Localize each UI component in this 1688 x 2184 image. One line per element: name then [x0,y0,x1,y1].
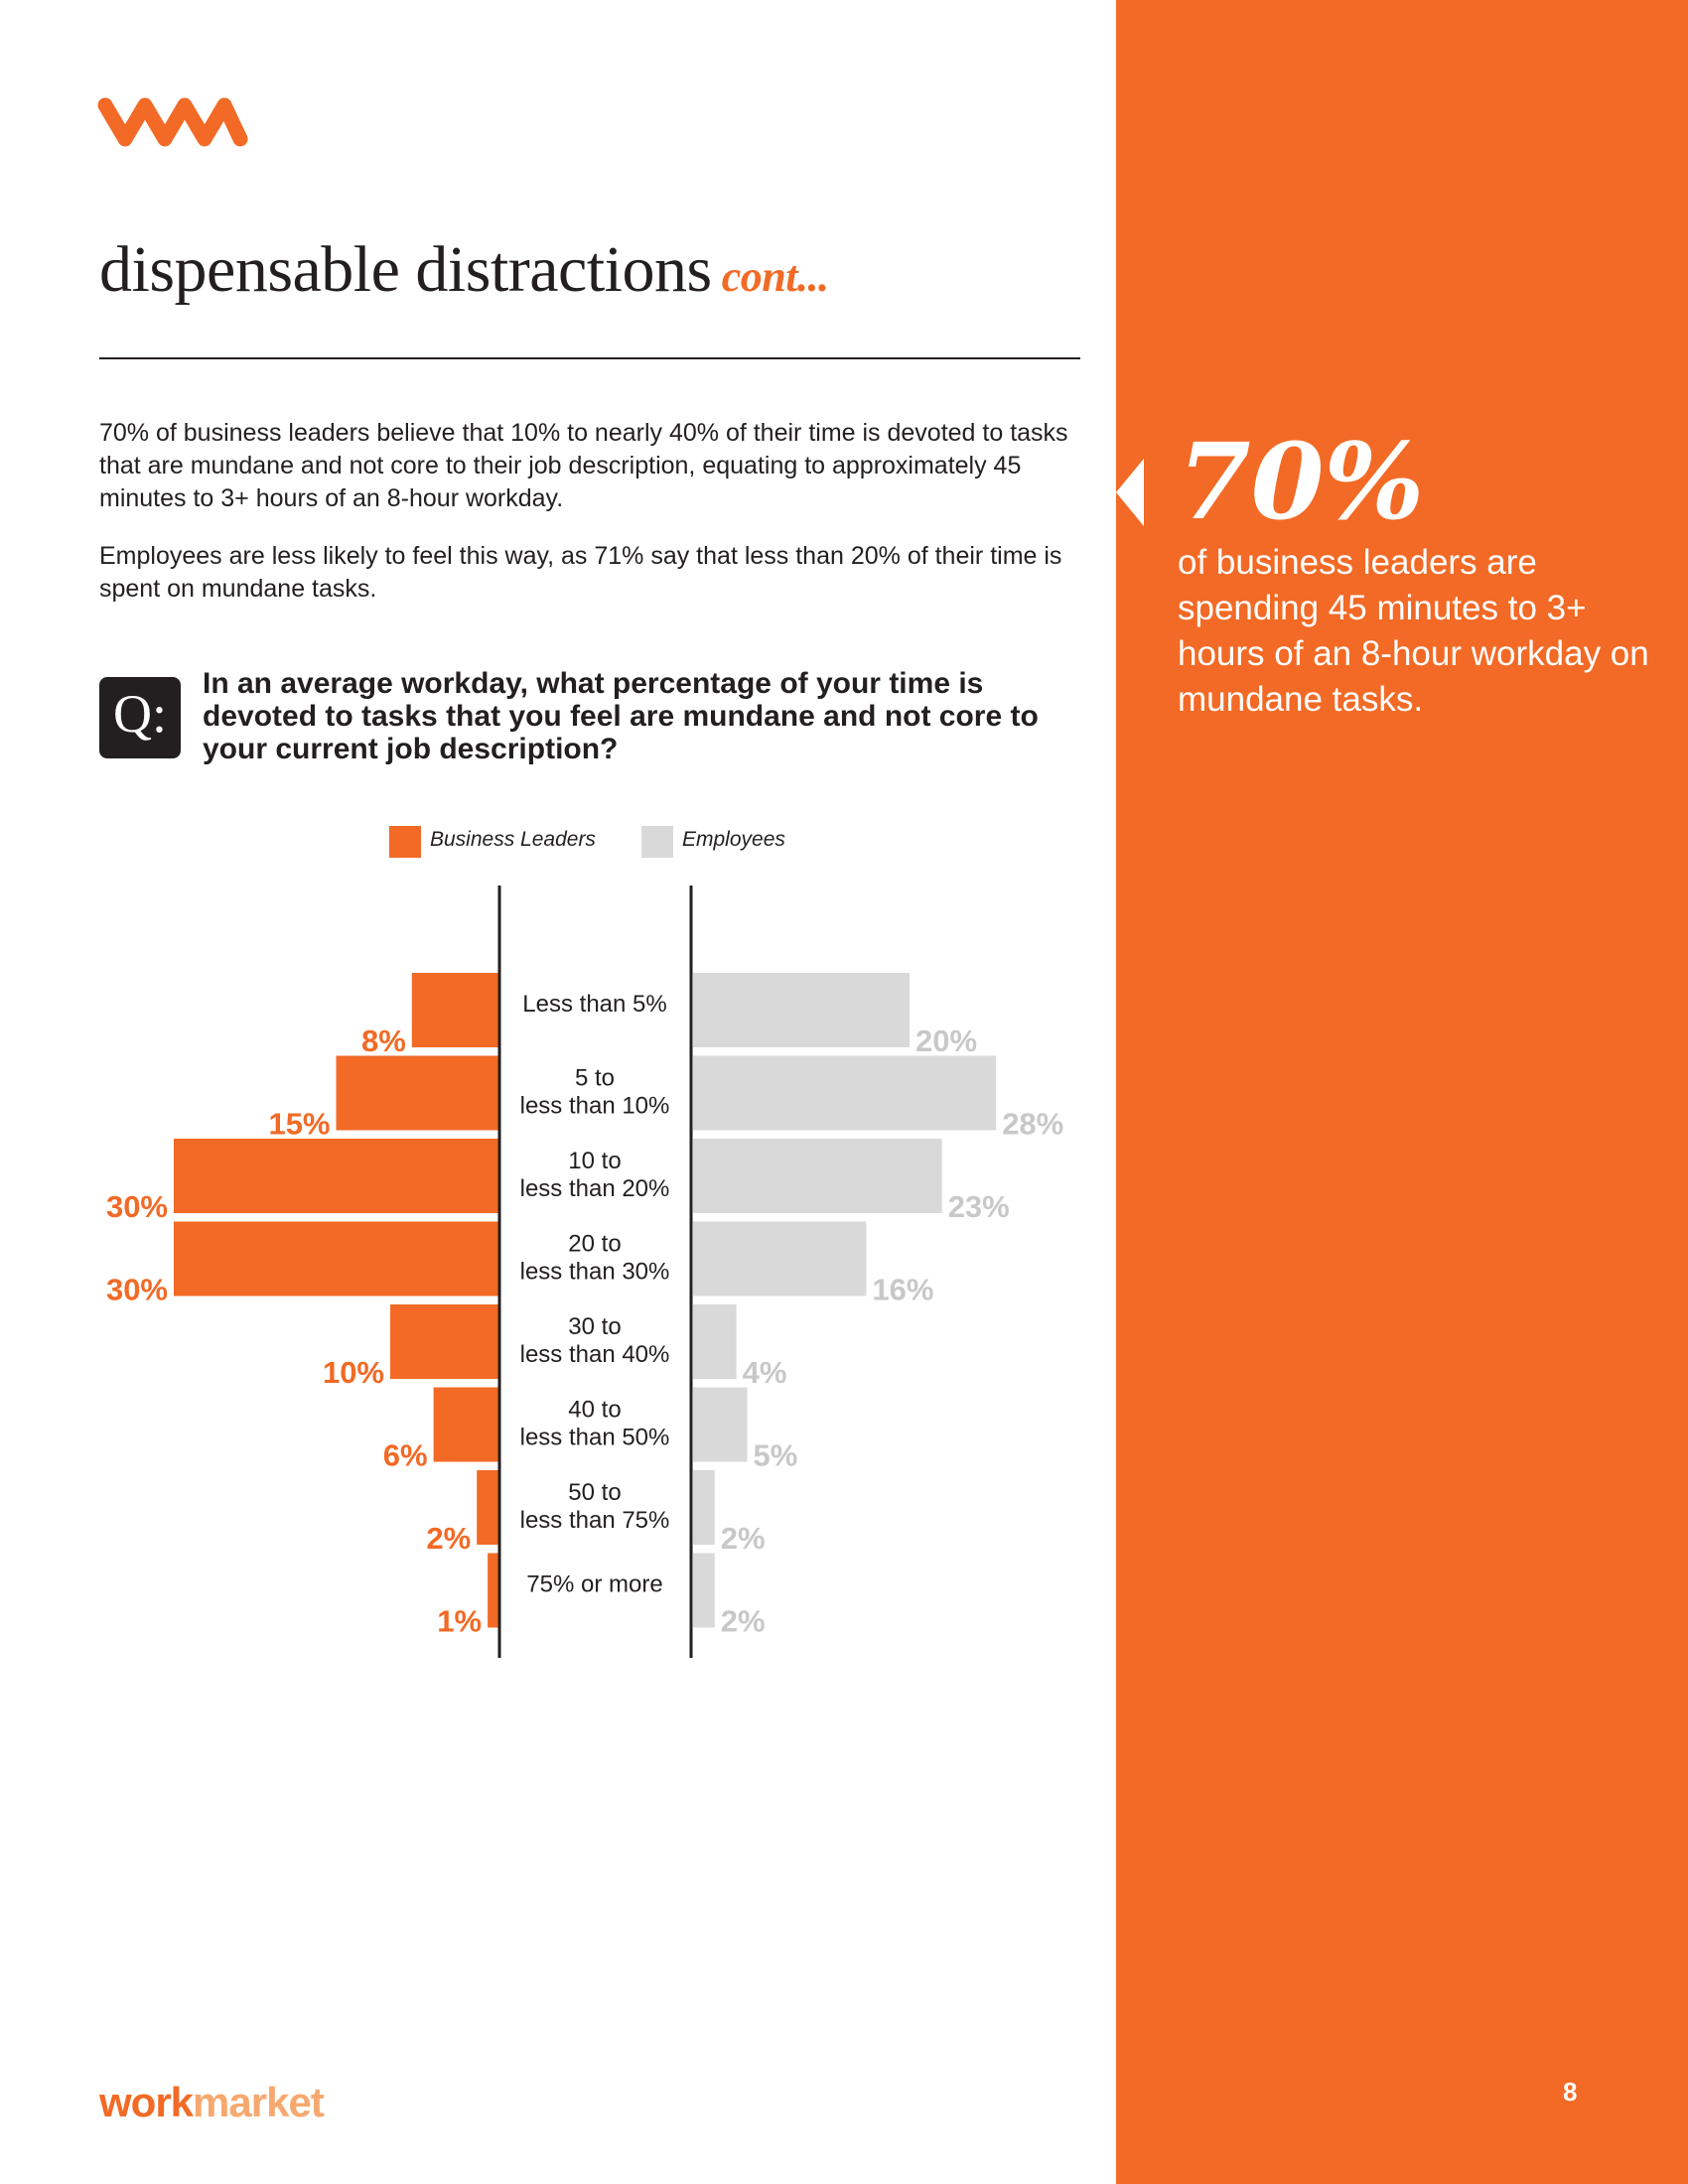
data-label-business-leaders: 2% [426,1521,471,1556]
bar-employees [693,1221,867,1297]
footer-brand-market: market [193,2079,325,2125]
legend-swatch-business-leaders [389,826,421,858]
category-label: 20 to [568,1231,621,1258]
bar-business-leaders [174,1221,498,1297]
footer-brand-logo: workmarket [99,2079,325,2126]
callout-text: of business leaders are spending 45 minu… [1178,543,1649,719]
question-badge-text: Q: [113,684,167,744]
data-label-employees: 16% [872,1273,933,1307]
bar-business-leaders [488,1553,498,1628]
bar-employees [693,1553,715,1628]
category-label: 5 to [575,1065,615,1092]
bar-employees [693,1387,748,1462]
data-label-business-leaders: 8% [361,1024,406,1058]
category-label: less than 10% [520,1093,670,1120]
data-label-business-leaders: 30% [106,1189,168,1224]
category-label: 10 to [568,1148,621,1174]
legend-label-business-leaders: Business Leaders [430,828,596,851]
callout-stat: 70% [1178,419,1425,543]
title-divider [99,357,1080,359]
question-text: In an average workday, what percentage o… [203,667,1039,765]
category-label: 75% or more [526,1571,662,1598]
bar-business-leaders [336,1055,498,1131]
data-label-employees: 20% [915,1024,977,1058]
bar-employees [693,973,910,1047]
data-label-business-leaders: 30% [106,1273,168,1307]
category-label: 40 to [568,1397,621,1424]
category-label: Less than 5% [522,991,666,1018]
data-label-employees: 2% [721,1521,766,1556]
category-label: less than 40% [520,1341,670,1368]
category-label: 50 to [568,1479,621,1506]
category-label: less than 75% [520,1507,670,1534]
bar-employees [693,1139,942,1213]
wm-logo-icon [97,97,248,147]
data-label-business-leaders: 6% [383,1438,428,1473]
category-label: less than 20% [520,1175,670,1202]
category-label: less than 50% [520,1425,670,1451]
data-label-employees: 5% [754,1438,798,1473]
footer-brand-work: work [99,2079,194,2125]
legend-label-employees: Employees [682,828,785,851]
question-badge: Q: [99,677,181,758]
data-label-employees: 23% [948,1189,1010,1224]
category-label: less than 30% [520,1259,670,1286]
data-label-business-leaders: 15% [268,1107,330,1142]
bar-employees [693,1055,997,1131]
page-title-suffix: cont... [721,252,829,301]
callout-arrow-icon [1116,459,1144,526]
bar-business-leaders [433,1387,498,1462]
orange-sidebar [1116,0,1688,2184]
body-paragraph-1: 70% of business leaders believe that 10%… [99,419,1068,512]
bar-business-leaders [411,973,498,1047]
bar-employees [693,1470,715,1545]
bar-business-leaders [477,1470,498,1545]
data-label-employees: 4% [743,1355,787,1390]
bar-business-leaders [174,1139,498,1213]
data-label-business-leaders: 1% [437,1604,482,1639]
bar-employees [693,1304,737,1379]
body-paragraph-2: Employees are less likely to feel this w… [99,542,1062,603]
category-label: 30 to [568,1313,621,1340]
data-label-employees: 2% [721,1604,766,1639]
page-title-main: dispensable distractions [99,233,712,306]
bar-business-leaders [390,1304,498,1379]
data-label-business-leaders: 10% [323,1355,384,1390]
legend-swatch-employees [641,826,673,858]
data-label-employees: 28% [1002,1107,1063,1142]
page-number: 8 [1563,2077,1578,2107]
page-title: dispensable distractions cont... [99,232,829,308]
